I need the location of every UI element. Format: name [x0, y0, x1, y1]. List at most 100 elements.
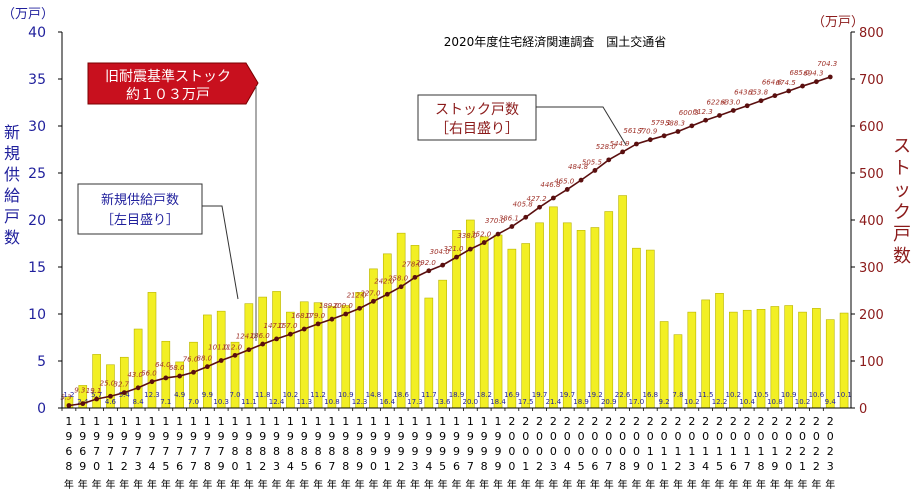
new-supply-bar [604, 211, 614, 409]
x-label-digit: 0 [550, 445, 557, 458]
x-label-year-suffix: 年 [133, 478, 143, 491]
right-tick-label: 800 [859, 26, 884, 41]
stock-value-label: 9.3 [74, 387, 85, 395]
new-supply-label-line2: ［左目盛り］ [101, 213, 179, 228]
stock-point [813, 79, 819, 85]
x-label-digit: 2 [121, 460, 128, 473]
x-label-digit: 2 [619, 415, 626, 428]
x-label-digit: 7 [148, 445, 155, 458]
x-label-digit: 1 [204, 415, 211, 428]
right-tick-label: 100 [859, 355, 884, 370]
x-label-digit: 1 [688, 445, 695, 458]
x-label-digit: 9 [356, 430, 363, 443]
x-label-digit: 1 [79, 415, 86, 428]
x-label-digit: 9 [370, 430, 377, 443]
stock-point [634, 141, 639, 147]
x-label-digit: 3 [273, 460, 280, 473]
x-label-digit: 1 [758, 445, 765, 458]
new-supply-bar [493, 234, 503, 409]
stock-point [149, 379, 155, 385]
stock-value-label: 124.0 [236, 333, 257, 341]
stock-point [550, 195, 556, 201]
x-label-year-suffix: 年 [687, 478, 697, 491]
x-label-digit: 2 [799, 415, 806, 428]
x-label-digit: 9 [771, 460, 778, 473]
x-label-digit: 2 [398, 460, 405, 473]
x-label-digit: 7 [204, 445, 211, 458]
x-label-digit: 8 [758, 460, 765, 473]
x-label-year-suffix: 年 [313, 478, 323, 491]
x-label-digit: 9 [245, 430, 252, 443]
stock-point [204, 364, 210, 370]
stock-value-label: 352.0 [471, 231, 492, 239]
x-label-digit: 6 [79, 445, 86, 458]
x-label-digit: 8 [481, 460, 488, 473]
x-label-digit: 0 [813, 430, 820, 443]
x-label-digit: 2 [674, 415, 681, 428]
x-label-digit: 9 [176, 430, 183, 443]
new-supply-bar [576, 230, 586, 409]
stock-value-label: 612.3 [693, 108, 713, 116]
x-label-digit: 1 [467, 415, 474, 428]
right-axis-title-char: ト [893, 158, 911, 179]
stock-point [827, 74, 833, 80]
stock-point [467, 246, 473, 252]
right-axis-unit: （万戸） [812, 15, 864, 30]
old-stock-callout-line1: 旧耐震基準ストック [105, 68, 231, 85]
x-label-digit: 1 [259, 415, 266, 428]
stock-value-label: 43.0 [127, 371, 143, 379]
x-label-digit: 0 [647, 460, 654, 473]
new-supply-value-label: 16.4 [379, 398, 395, 406]
x-label-year-suffix: 年 [119, 478, 129, 491]
x-label-digit: 1 [356, 415, 363, 428]
left-axis: （万戸） 0 5 10 15 20 25 30 35 40 新規供給戸数 [2, 7, 62, 417]
x-label-year-suffix: 年 [521, 478, 531, 491]
x-label-digit: 9 [398, 430, 405, 443]
stock-label-line2: ［右目盛り］ [435, 121, 519, 137]
x-label-year-suffix: 年 [424, 478, 434, 491]
stock-point [647, 137, 653, 143]
x-label-digit: 1 [273, 415, 280, 428]
left-axis-title-char: 給 [4, 186, 20, 205]
new-supply-value-label: 10.5 [753, 391, 769, 399]
stock-point [440, 262, 446, 268]
new-supply-bar [632, 247, 641, 409]
stock-point [412, 274, 418, 280]
x-label-digit: 9 [495, 445, 502, 458]
new-supply-value-label: 11.8 [255, 391, 271, 399]
x-label-year-suffix: 年 [216, 478, 226, 491]
x-label-year-suffix: 年 [368, 478, 378, 491]
x-label-digit: 1 [398, 415, 405, 428]
x-label-year-suffix: 年 [382, 478, 392, 491]
x-label-year-suffix: 年 [631, 478, 641, 491]
x-label-digit: 0 [508, 445, 515, 458]
x-label-digit: 1 [190, 415, 197, 428]
x-label-digit: 1 [453, 415, 460, 428]
x-label-digit: 9 [107, 430, 114, 443]
stock-value-label: 338.0 [457, 232, 478, 240]
x-label-digit: 0 [550, 430, 557, 443]
x-label-year-suffix: 年 [604, 478, 614, 491]
x-label-year-suffix: 年 [479, 478, 489, 491]
x-label-year-suffix: 年 [673, 478, 683, 491]
x-label-digit: 3 [135, 460, 142, 473]
stock-point [135, 385, 141, 391]
stock-value-label: 136.0 [250, 332, 271, 340]
new-supply-value-label: 4.9 [174, 391, 185, 399]
x-label-digit: 0 [564, 445, 571, 458]
new-supply-value-label: 11.3 [296, 398, 312, 406]
x-label-digit: 0 [578, 430, 585, 443]
new-supply-value-label: 11.2 [310, 391, 326, 399]
x-label-digit: 9 [633, 460, 640, 473]
x-label-digit: 0 [578, 445, 585, 458]
x-label-digit: 0 [536, 445, 543, 458]
x-label-digit: 2 [771, 415, 778, 428]
x-label-digit: 2 [813, 445, 820, 458]
x-label-digit: 2 [508, 415, 515, 428]
stock-point [246, 347, 252, 353]
x-label-digit: 0 [771, 430, 778, 443]
x-label-digit: 9 [204, 430, 211, 443]
x-label-digit: 4 [287, 460, 294, 473]
x-label-digit: 0 [564, 430, 571, 443]
